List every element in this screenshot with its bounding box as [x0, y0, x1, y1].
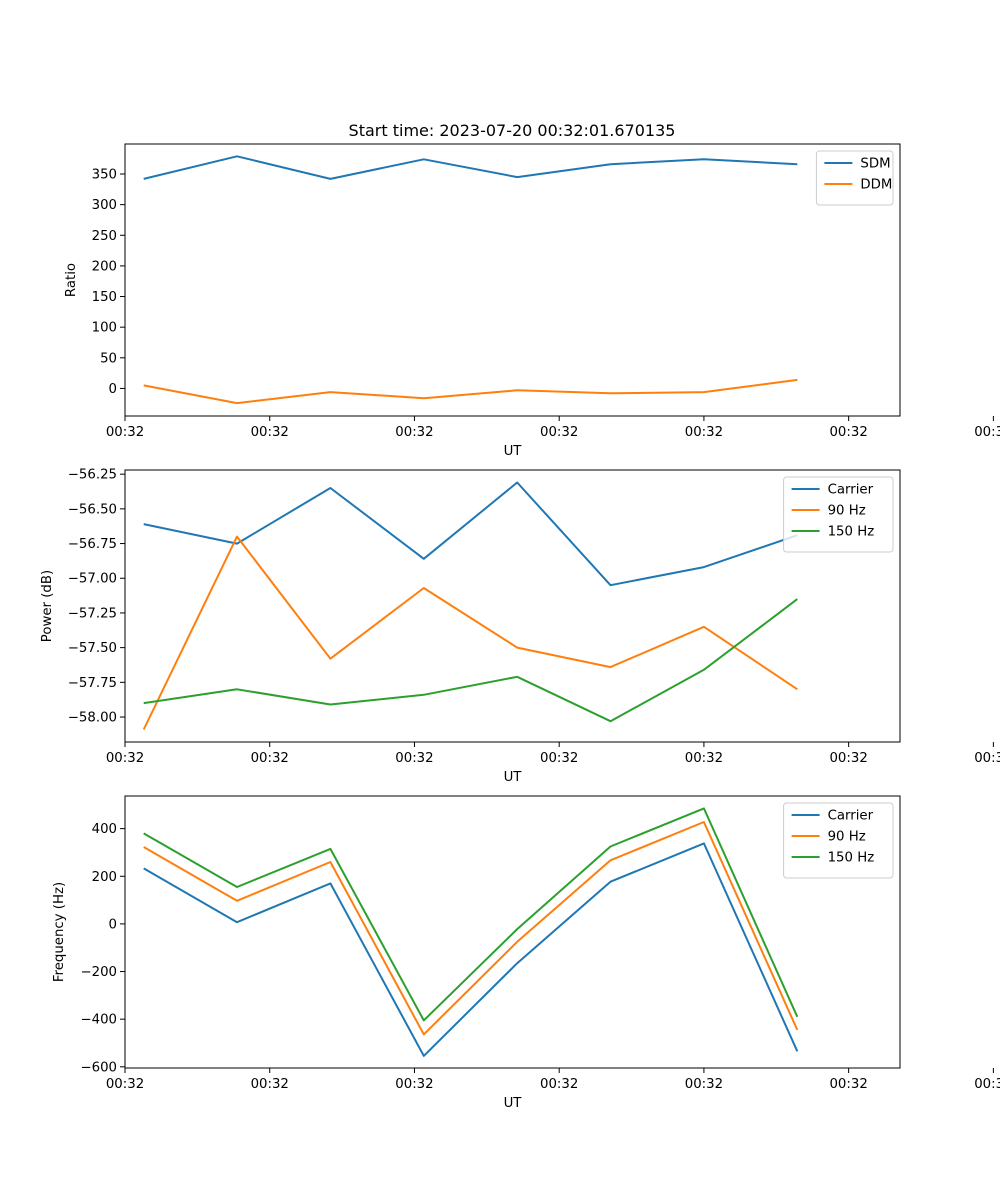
- series-line-sdm: [143, 155, 798, 180]
- y-tick-label: −600: [80, 1060, 117, 1075]
- y-tick-label: −57.75: [68, 676, 117, 691]
- figure-title: Start time: 2023-07-20 00:32:01.670135: [349, 121, 676, 140]
- y-tick-label: −200: [80, 965, 117, 980]
- legend: Carrier 90 Hz 150 Hz: [783, 802, 894, 879]
- subplots: 00:32 00:32 00:32 00:32 00:32 00:32 00:33 0 50 10…: [40, 143, 1000, 1111]
- x-tick-label: 00:32: [540, 425, 578, 440]
- x-tick-label: 00:32: [251, 1077, 289, 1092]
- x-tick-label: 00:32: [685, 751, 723, 766]
- y-tick-label: −58.00: [68, 711, 117, 726]
- x-tick-label: 00:32: [395, 751, 433, 766]
- y-tick-label: −57.50: [68, 641, 117, 656]
- legend-label: 150 Hz: [828, 525, 875, 540]
- x-tick-label: 00:32: [685, 1077, 723, 1092]
- x-tick-label: 00:32: [106, 1077, 144, 1092]
- legend-label: 90 Hz: [828, 504, 866, 519]
- series-line-150-hz: [143, 598, 798, 723]
- y-tick-label: 0: [109, 917, 117, 932]
- y-tick-label: −56.25: [68, 468, 117, 483]
- y-tick-label: 400: [92, 822, 117, 837]
- y-tick-label: 0: [109, 382, 117, 397]
- x-tick-label: 00:32: [540, 1077, 578, 1092]
- x-axis-label: UT: [504, 444, 523, 459]
- x-tick-label: 00:32: [106, 751, 144, 766]
- legend: Carrier 90 Hz 150 Hz: [783, 476, 894, 553]
- subplot-3: 00:32 00:32 00:32 00:32 00:32 00:32 00:33 −600 −…: [52, 795, 1000, 1111]
- y-tick-label: 250: [92, 229, 117, 244]
- series-line-90-hz: [142, 535, 798, 730]
- legend-label: Carrier: [828, 809, 874, 824]
- x-tick-label: 00:33: [974, 751, 1000, 766]
- x-tick-label: 00:32: [540, 751, 578, 766]
- legend-label: Carrier: [828, 483, 874, 498]
- plot-frame: [124, 469, 901, 743]
- legend: SDM DDM: [815, 150, 894, 206]
- y-axis-label: Power (dB): [40, 570, 55, 642]
- y-tick-label: 200: [92, 259, 117, 274]
- y-tick-label: −400: [80, 1013, 117, 1028]
- x-tick-label: 00:32: [251, 425, 289, 440]
- y-axis-label: Ratio: [64, 263, 79, 297]
- series-line-150-hz: [143, 807, 799, 1022]
- y-tick-label: −57.25: [68, 606, 117, 621]
- subplot-2: 00:32 00:32 00:32 00:32 00:32 00:32 00:33 −58.0…: [40, 468, 1000, 785]
- x-tick-label: 00:33: [974, 1077, 1000, 1092]
- x-tick-label: 00:32: [251, 751, 289, 766]
- x-tick-label: 00:32: [395, 1077, 433, 1092]
- y-tick-label: −57.00: [68, 572, 117, 587]
- y-tick-label: 350: [92, 168, 117, 183]
- series-line-carrier: [143, 481, 798, 587]
- x-tick-label: 00:32: [829, 1077, 867, 1092]
- y-tick-label: 300: [92, 198, 117, 213]
- legend-frame: [815, 150, 894, 206]
- y-tick-label: 150: [92, 290, 117, 305]
- series-line-ddm: [143, 378, 798, 405]
- subplot-1: 00:32 00:32 00:32 00:32 00:32 00:32 00:33 0 50 10…: [64, 143, 1000, 459]
- y-tick-label: −56.75: [68, 537, 117, 552]
- x-tick-label: 00:32: [685, 425, 723, 440]
- x-tick-label: 00:32: [395, 425, 433, 440]
- plot-frame: [124, 795, 901, 1069]
- legend-frame: [783, 476, 894, 553]
- x-tick-label: 00:32: [106, 425, 144, 440]
- legend-label: 90 Hz: [828, 830, 866, 845]
- y-tick-label: 100: [92, 321, 117, 336]
- legend-label: DDM: [860, 178, 892, 193]
- x-axis-label: UT: [504, 1096, 523, 1111]
- x-tick-label: 00:33: [974, 425, 1000, 440]
- series-line-carrier: [143, 842, 799, 1057]
- legend-frame: [783, 802, 894, 879]
- y-tick-label: 50: [100, 351, 117, 366]
- legend-label: 150 Hz: [828, 851, 875, 866]
- x-axis-label: UT: [504, 770, 523, 785]
- series-line-90-hz: [143, 821, 799, 1036]
- x-tick-label: 00:32: [829, 425, 867, 440]
- x-tick-label: 00:32: [829, 751, 867, 766]
- plot-frame: [124, 143, 901, 417]
- y-tick-label: 200: [92, 870, 117, 885]
- y-axis-label: Frequency (Hz): [52, 882, 67, 982]
- legend-label: SDM: [860, 157, 890, 172]
- y-tick-label: −56.50: [68, 502, 117, 517]
